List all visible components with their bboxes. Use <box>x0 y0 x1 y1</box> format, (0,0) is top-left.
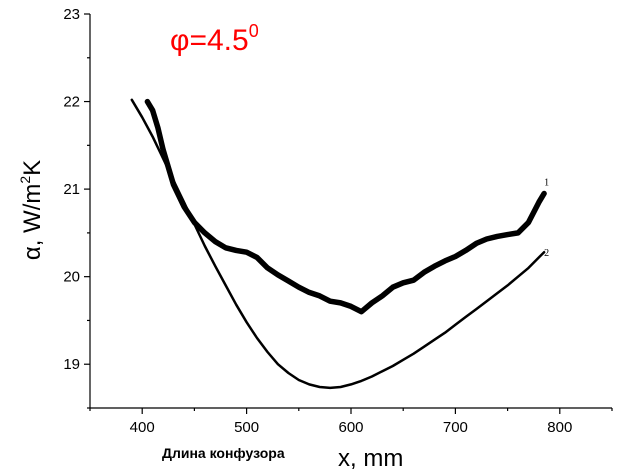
y-ticks <box>84 13 90 409</box>
x-tick-label: 400 <box>130 419 155 436</box>
x-tick-label: 500 <box>234 419 259 436</box>
x-axis: 400 500 600 700 800 <box>89 407 613 436</box>
chart-title: φ=4.50 <box>170 21 259 57</box>
y-tick-label: 20 <box>63 269 80 286</box>
y-axis: 19 20 21 22 23 <box>63 6 91 409</box>
series-2-label: 2 <box>544 248 549 259</box>
series-1-label: 1 <box>544 177 549 188</box>
y-axis-title-suffix: K <box>19 160 46 176</box>
y-axis-title-exponent: 2 <box>17 176 33 184</box>
x-tick-label: 800 <box>547 419 572 436</box>
x-axis-title: x, mm <box>338 445 403 471</box>
series-2-line <box>130 98 546 390</box>
y-tick-label: 23 <box>63 6 80 23</box>
x-tick-labels: 400 500 600 700 800 <box>130 419 573 436</box>
y-tick-label: 21 <box>63 181 80 198</box>
chart-title-main: φ=4.5 <box>170 24 249 57</box>
series-1-line <box>144 98 547 315</box>
x-tick-label: 700 <box>443 419 468 436</box>
chart-title-superscript: 0 <box>249 21 259 41</box>
y-axis-title: α, W/m2K <box>17 160 46 260</box>
x-axis-note: Длина конфузора <box>162 445 285 461</box>
series-labels: 12 <box>544 177 549 259</box>
y-tick-labels: 19 20 21 22 23 <box>63 6 80 373</box>
y-tick-label: 19 <box>63 356 80 373</box>
series-layer <box>130 98 547 390</box>
x-ticks <box>89 408 613 414</box>
y-tick-label: 22 <box>63 94 80 111</box>
x-tick-label: 600 <box>338 419 363 436</box>
y-axis-title-prefix: α, W/m <box>19 184 46 261</box>
